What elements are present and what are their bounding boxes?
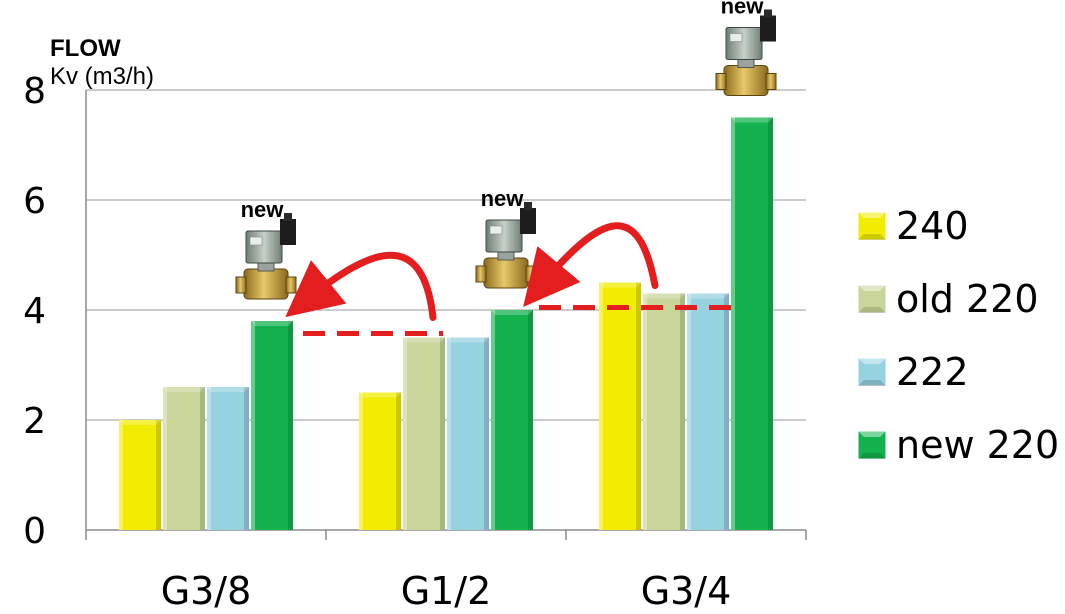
curved-arrow (523, 222, 659, 308)
x-tick-label: G3/4 (641, 569, 732, 613)
legend-label: 222 (896, 350, 969, 394)
legend-swatch (857, 211, 887, 241)
bar (403, 337, 445, 530)
bar (447, 337, 489, 530)
new-label: new (721, 0, 765, 19)
solenoid-valve-image (475, 201, 537, 289)
y-tick-label: 2 (23, 401, 46, 442)
solenoid-valve-image (715, 9, 777, 96)
bars (119, 117, 773, 530)
x-tick-label: G3/8 (161, 569, 252, 613)
y-axis-title: FLOW (50, 35, 121, 62)
bar (687, 293, 729, 530)
legend-item: 222 (857, 350, 969, 394)
legend-item: old 220 (857, 277, 1039, 321)
y-axis-unit: Kv (m3/h) (50, 63, 154, 90)
x-tick-label: G1/2 (401, 569, 492, 613)
legend-label: old 220 (896, 277, 1039, 321)
y-tick-label: 8 (23, 71, 46, 112)
bar (599, 282, 641, 530)
bar (359, 392, 401, 530)
bar (163, 387, 205, 530)
legend: 240 old 220 222 new 220 (857, 204, 1059, 467)
bar (207, 387, 249, 530)
bar (643, 293, 685, 530)
y-tick-label: 4 (23, 291, 46, 332)
legend-swatch (857, 357, 887, 387)
legend-label: new 220 (896, 423, 1059, 467)
y-tick-label: 6 (23, 181, 46, 222)
solenoid-valve-image (235, 212, 297, 300)
tick-labels: 0 2 4 6 8 G3/8 G1/2 G3/4 (23, 71, 731, 613)
axes (85, 90, 807, 540)
new-label: new (241, 197, 285, 222)
legend-item: 240 (857, 204, 969, 248)
legend-swatch (857, 430, 887, 460)
bar (491, 310, 533, 530)
bar (731, 117, 773, 530)
new-label: new (481, 186, 525, 211)
bar (251, 321, 293, 530)
annotations: new new new (235, 0, 777, 336)
legend-label: 240 (896, 204, 969, 248)
legend-item: new 220 (857, 423, 1059, 467)
bar (119, 420, 161, 530)
y-tick-label: 0 (23, 511, 46, 552)
legend-swatch (857, 284, 887, 314)
curved-arrow (285, 251, 437, 321)
